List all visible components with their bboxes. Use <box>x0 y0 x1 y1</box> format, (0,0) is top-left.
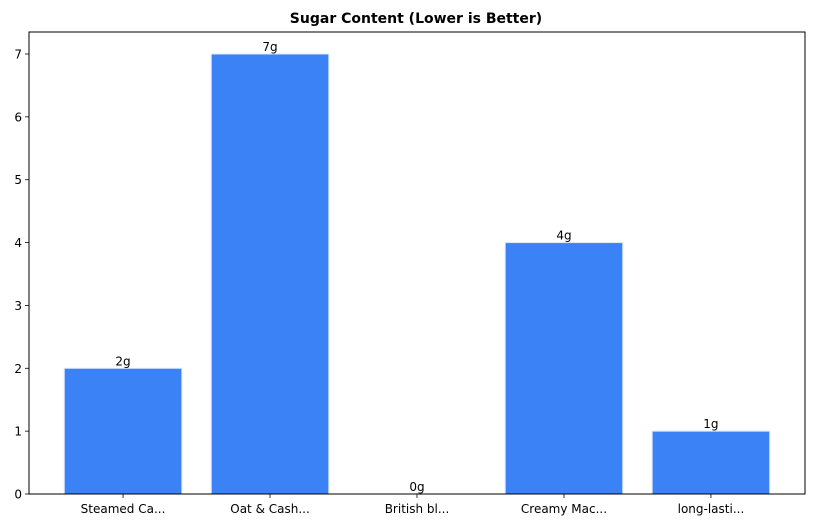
y-tick-label: 2 <box>14 362 22 376</box>
y-tick-label: 7 <box>14 48 22 62</box>
y-tick-label: 3 <box>14 299 22 313</box>
bar <box>651 430 771 495</box>
y-tick-label: 6 <box>14 110 22 124</box>
x-tick-label: Steamed Ca... <box>81 502 166 516</box>
data-label: 1g <box>703 417 718 431</box>
plot-frame <box>28 31 806 495</box>
bar <box>210 53 330 495</box>
data-label: 0g <box>409 480 424 494</box>
x-tick-label: British bl... <box>385 502 450 516</box>
x-tick-label: Oat & Cash... <box>230 502 310 516</box>
x-tick-label: Creamy Mac... <box>521 502 607 516</box>
data-label: 2g <box>115 354 130 368</box>
data-label: 7g <box>262 40 277 54</box>
y-tick-label: 1 <box>14 425 22 439</box>
x-tick-label: long-lasti... <box>678 502 745 516</box>
chart-title: Sugar Content (Lower is Better) <box>290 11 542 27</box>
y-tick-label: 5 <box>14 173 22 187</box>
data-label: 4g <box>556 229 571 243</box>
bar <box>63 367 183 495</box>
bar <box>504 242 624 495</box>
y-tick-label: 0 <box>14 488 22 502</box>
y-tick-label: 4 <box>14 236 22 250</box>
